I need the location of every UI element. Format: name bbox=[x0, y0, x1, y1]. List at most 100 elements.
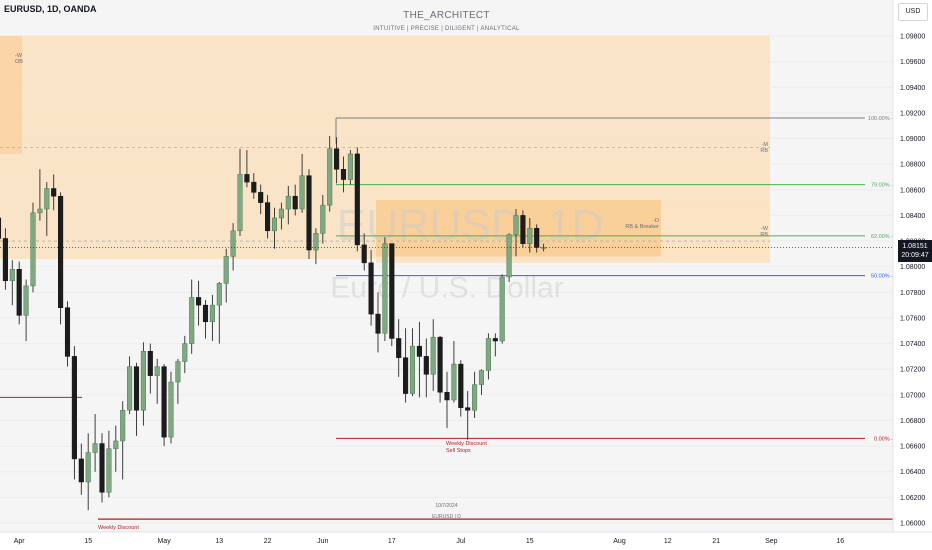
candle-body bbox=[44, 188, 50, 210]
candle-body bbox=[196, 297, 202, 306]
candle-body bbox=[458, 363, 464, 408]
candle-body bbox=[147, 351, 153, 376]
watermark-description: Euro / U.S. Dollar bbox=[330, 271, 563, 304]
candle-body bbox=[237, 174, 243, 232]
candle-body bbox=[416, 345, 422, 357]
candle-body bbox=[230, 230, 236, 257]
price-tick-label: 1.09000 bbox=[900, 136, 925, 143]
candle-body bbox=[485, 338, 491, 371]
rb-weekly-timeframe-label: -W bbox=[761, 226, 769, 232]
candle-body bbox=[444, 392, 450, 401]
fib-level-label: 0.00% - bbox=[874, 436, 893, 442]
price-tick-label: 1.07800 bbox=[900, 290, 925, 297]
fib-level-label: 100.00% - bbox=[868, 116, 893, 122]
candle-body bbox=[37, 208, 43, 214]
footer-date: 10/7/2024 bbox=[435, 503, 458, 509]
time-tick-label: 13 bbox=[215, 538, 223, 545]
candle-body bbox=[534, 227, 540, 248]
price-tick-label: 1.09800 bbox=[900, 34, 925, 41]
candle-body bbox=[58, 195, 64, 308]
rb-daily-label: RB & Breaker bbox=[625, 224, 659, 230]
time-tick-label: 22 bbox=[264, 538, 272, 545]
price-tick-label: 1.06600 bbox=[900, 444, 925, 451]
brand-title: THE_ARCHITECT bbox=[403, 10, 490, 21]
candle-body bbox=[520, 215, 526, 244]
candle-body bbox=[30, 212, 36, 287]
candle-body bbox=[216, 283, 222, 306]
time-tick-label: May bbox=[157, 538, 171, 545]
candle-body bbox=[106, 448, 112, 493]
candle-body bbox=[2, 238, 8, 282]
candle-body bbox=[127, 366, 133, 411]
price-tick-label: 1.08400 bbox=[900, 213, 925, 220]
candle-body bbox=[327, 148, 333, 206]
candle-body bbox=[161, 366, 167, 438]
current-price-label: 1.08151 20:09:47 bbox=[898, 240, 932, 263]
candle-body bbox=[120, 409, 126, 442]
candle-body bbox=[51, 188, 57, 197]
candle-body bbox=[99, 443, 105, 493]
candle-body bbox=[140, 351, 146, 411]
time-tick-label: Jul bbox=[456, 538, 465, 545]
candle-body bbox=[265, 202, 271, 232]
current-price-value: 1.08151 bbox=[902, 243, 928, 251]
candle-body bbox=[368, 262, 374, 315]
candle-body bbox=[465, 407, 471, 411]
price-tick-label: 1.09600 bbox=[900, 59, 925, 66]
time-tick-label: Sep bbox=[765, 538, 778, 545]
candle-body bbox=[340, 169, 347, 180]
time-tick-label: Apr bbox=[14, 538, 26, 545]
candle-body bbox=[423, 356, 429, 375]
price-tick-label: 1.06200 bbox=[900, 495, 925, 502]
candle-body bbox=[354, 153, 360, 246]
price-tick-label: 1.09400 bbox=[900, 85, 925, 92]
candle-body bbox=[492, 338, 498, 342]
time-tick-label: 15 bbox=[84, 538, 92, 545]
time-tick-label: 21 bbox=[712, 538, 720, 545]
time-tick-label: 16 bbox=[836, 538, 844, 545]
candle-body bbox=[320, 204, 326, 234]
candle-body bbox=[285, 195, 291, 210]
price-tick-label: 1.07000 bbox=[900, 392, 925, 399]
rb-monthly-timeframe-label: -M bbox=[762, 142, 769, 148]
price-tick-label: 1.07600 bbox=[900, 315, 925, 322]
symbol-label[interactable]: EURUSD, 1D, OANDA bbox=[4, 4, 97, 14]
brand-tagline: INTUITIVE | PRECISE | DILIGENT | ANALYTI… bbox=[373, 26, 520, 32]
price-tick-label: 1.08600 bbox=[900, 187, 925, 194]
candle-body bbox=[9, 268, 15, 282]
candle-body bbox=[361, 244, 367, 264]
currency-button[interactable]: USD bbox=[898, 3, 928, 21]
candle-body bbox=[271, 217, 278, 232]
candle-body bbox=[175, 361, 181, 383]
candle-body bbox=[202, 304, 209, 323]
candle-body bbox=[85, 452, 91, 483]
weekly-ob-zone bbox=[0, 36, 22, 154]
weekly-discount-bottom-label: Weekly Discount bbox=[98, 525, 139, 531]
ob-timeframe-label: -W bbox=[15, 53, 23, 59]
candle-body bbox=[189, 297, 195, 344]
rb-daily-timeframe-label: -D bbox=[653, 218, 659, 224]
candle-body bbox=[382, 243, 388, 334]
price-tick-label: 1.07200 bbox=[900, 367, 925, 374]
candle-body bbox=[278, 208, 284, 219]
price-tick-label: 1.06000 bbox=[900, 521, 925, 528]
fib-level-label: 79.00% - bbox=[871, 183, 893, 189]
candle-body bbox=[389, 243, 395, 339]
candle-body bbox=[182, 343, 188, 362]
candle-body bbox=[506, 234, 512, 278]
time-tick-label: Jun bbox=[317, 538, 328, 545]
candle-body bbox=[168, 381, 174, 438]
price-tick-label: 1.07400 bbox=[900, 341, 925, 348]
candle-body bbox=[513, 215, 519, 235]
candle-body bbox=[313, 233, 319, 251]
candle-body bbox=[0, 217, 2, 239]
candle-body bbox=[154, 366, 160, 376]
candle-body bbox=[113, 440, 119, 449]
time-tick-label: 12 bbox=[664, 538, 672, 545]
candle-body bbox=[527, 227, 533, 244]
candle-body bbox=[472, 384, 478, 411]
fib-level-label: 62.00% - bbox=[871, 234, 893, 240]
candle-body bbox=[71, 356, 77, 460]
